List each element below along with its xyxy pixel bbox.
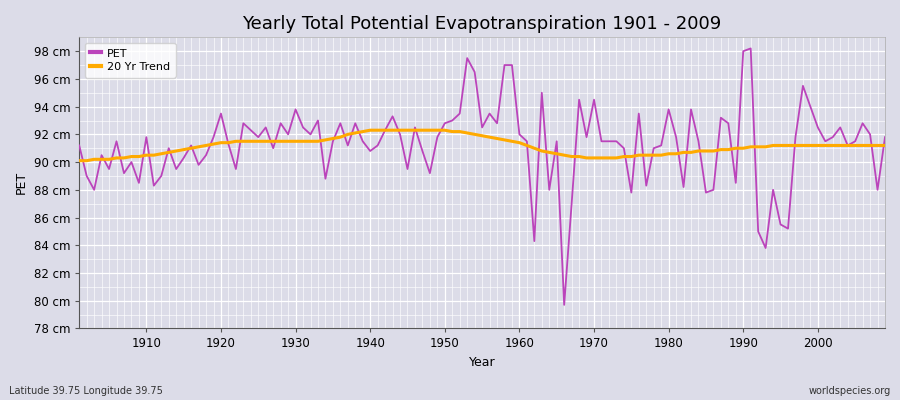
PET [745, 46, 756, 51]
X-axis label: Year: Year [469, 356, 495, 369]
PET [342, 143, 353, 148]
PET [611, 139, 622, 144]
PET [133, 180, 144, 185]
20 Yr Trend [514, 140, 525, 145]
Line: 20 Yr Trend: 20 Yr Trend [79, 130, 885, 161]
PET [879, 135, 890, 140]
20 Yr Trend [342, 132, 353, 137]
PET [514, 132, 525, 137]
PET [298, 125, 309, 130]
20 Yr Trend [298, 139, 309, 144]
Legend: PET, 20 Yr Trend: PET, 20 Yr Trend [85, 43, 176, 78]
Text: Latitude 39.75 Longitude 39.75: Latitude 39.75 Longitude 39.75 [9, 386, 163, 396]
20 Yr Trend [611, 156, 622, 160]
20 Yr Trend [521, 143, 532, 148]
Title: Yearly Total Potential Evapotranspiration 1901 - 2009: Yearly Total Potential Evapotranspiratio… [242, 15, 722, 33]
PET [74, 143, 85, 148]
20 Yr Trend [74, 158, 85, 163]
20 Yr Trend [364, 128, 375, 133]
PET [507, 63, 517, 68]
PET [559, 302, 570, 307]
Text: worldspecies.org: worldspecies.org [809, 386, 891, 396]
20 Yr Trend [879, 143, 890, 148]
20 Yr Trend [133, 154, 144, 159]
Line: PET: PET [79, 48, 885, 305]
Y-axis label: PET: PET [15, 171, 28, 194]
